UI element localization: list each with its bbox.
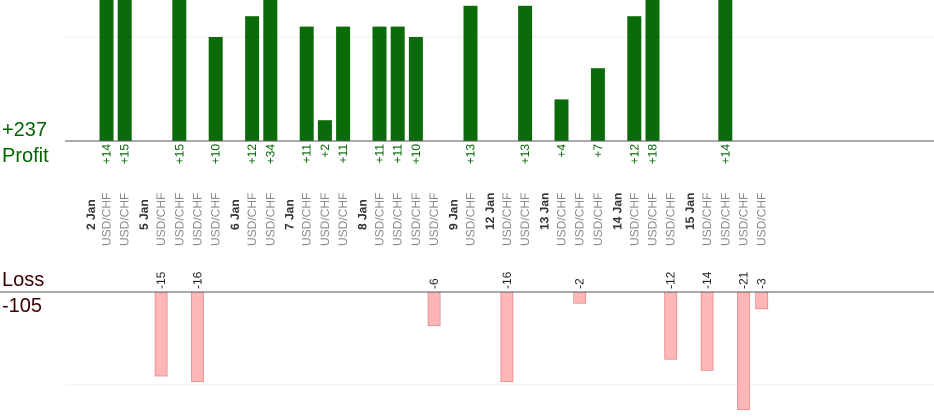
profit-label: Profit: [2, 145, 49, 167]
loss-total: -105: [2, 295, 43, 317]
loss-value-label: -21: [737, 271, 751, 289]
profit-bar: [336, 26, 351, 142]
instrument-label: USD/CHF: [646, 193, 660, 246]
profit-value-label: +10: [409, 144, 423, 165]
profit-value-label: +12: [245, 144, 259, 165]
loss-value-label: -15: [154, 271, 168, 289]
instrument-label: USD/CHF: [154, 193, 168, 246]
instrument-label: USD/CHF: [263, 193, 277, 246]
loss-value-label: -6: [427, 278, 441, 289]
instrument-label: USD/CHF: [464, 193, 478, 246]
instrument-label: USD/CHF: [573, 193, 587, 246]
loss-value-label: -14: [700, 271, 714, 289]
instrument-label: USD/CHF: [118, 193, 132, 246]
profit-bar: [117, 0, 132, 141]
profit-value-label: +11: [336, 144, 350, 164]
profit-bar: [590, 68, 605, 141]
instrument-label: USD/CHF: [737, 193, 751, 246]
loss-value-label: -12: [664, 271, 678, 289]
profit-value-label: +14: [100, 144, 114, 165]
date-label: 12 Jan: [483, 193, 497, 230]
instrument-label: USD/CHF: [391, 193, 405, 246]
instrument-label: USD/CHF: [700, 193, 714, 246]
profit-bar: [627, 16, 642, 142]
instrument-label: USD/CHF: [755, 193, 769, 246]
loss-bar: [573, 291, 587, 304]
profit-value-label: +2: [318, 144, 332, 158]
loss-value-label: -16: [500, 271, 514, 289]
date-label: 7 Jan: [283, 199, 297, 230]
profit-bar: [718, 0, 733, 142]
instrument-label: USD/CHF: [300, 193, 314, 246]
profit-bar: [518, 5, 533, 141]
profit-bar: [245, 16, 260, 142]
profit-bar: [390, 26, 405, 142]
profit-value-label: +13: [518, 144, 532, 165]
profit-bar: [208, 37, 223, 141]
date-label: 5 Jan: [137, 199, 151, 230]
instrument-label: USD/CHF: [409, 193, 423, 246]
loss-value-label: -3: [755, 278, 769, 289]
profit-value-label: +15: [118, 144, 132, 165]
instrument-label: USD/CHF: [591, 193, 605, 246]
profit-bar: [172, 0, 187, 141]
profit-bar: [99, 0, 114, 142]
date-label: 6 Jan: [228, 199, 242, 230]
profit-bar: [317, 120, 332, 141]
date-label: 15 Jan: [683, 193, 697, 230]
profit-value-label: +14: [718, 144, 732, 165]
instrument-label: USD/CHF: [336, 193, 350, 246]
instrument-label: USD/CHF: [555, 193, 569, 246]
profit-value-label: +13: [464, 144, 478, 165]
profit-value-label: +15: [172, 144, 186, 165]
instrument-label: USD/CHF: [500, 193, 514, 246]
loss-bar: [755, 291, 769, 310]
profit-value-label: +11: [373, 144, 387, 164]
instrument-label: USD/CHF: [209, 193, 223, 246]
instrument-label: USD/CHF: [427, 193, 441, 246]
instrument-label: USD/CHF: [518, 193, 532, 246]
loss-bar: [700, 291, 714, 371]
date-label: 14 Jan: [610, 193, 624, 230]
profit-value-label: +4: [555, 144, 569, 158]
profit-value-label: +18: [646, 144, 660, 165]
instrument-label: USD/CHF: [627, 193, 641, 246]
loss-label: Loss: [2, 269, 45, 291]
loss-bar: [664, 291, 678, 360]
instrument-label: USD/CHF: [172, 193, 186, 246]
instrument-label: USD/CHF: [245, 193, 259, 246]
loss-value-label: -2: [573, 278, 587, 289]
profit-total: +237: [2, 119, 48, 141]
profit-bar: [372, 26, 387, 142]
profit-value-label: +10: [209, 144, 223, 165]
profit-bar: [299, 26, 314, 142]
instrument-label: USD/CHF: [100, 193, 114, 246]
date-label: 8 Jan: [356, 199, 370, 230]
profit-bar: [408, 37, 423, 141]
profit-bar: [554, 99, 569, 141]
profit-value-label: +7: [591, 144, 605, 158]
loss-bar: [191, 291, 204, 382]
profit-value-label: +11: [391, 144, 405, 164]
loss-bar: [737, 291, 750, 410]
profit-bar: [645, 0, 660, 141]
instrument-label: USD/CHF: [318, 193, 332, 246]
date-label: 2 Jan: [84, 199, 98, 230]
instrument-label: USD/CHF: [718, 193, 732, 246]
instrument-label: USD/CHF: [191, 193, 205, 246]
instrument-label: USD/CHF: [373, 193, 387, 246]
date-label: 13 Jan: [538, 193, 552, 230]
date-label: 9 Jan: [447, 199, 461, 230]
profit-value-label: +34: [263, 144, 277, 165]
instrument-label: USD/CHF: [664, 193, 678, 246]
loss-bar: [500, 291, 514, 382]
loss-bar: [154, 291, 168, 377]
profit-bar: [463, 5, 478, 141]
profit-value-label: +11: [300, 144, 314, 164]
loss-bar: [427, 291, 441, 326]
profit-value-label: +12: [627, 144, 641, 165]
loss-value-label: -16: [191, 271, 205, 289]
profit-bar: [263, 0, 278, 141]
